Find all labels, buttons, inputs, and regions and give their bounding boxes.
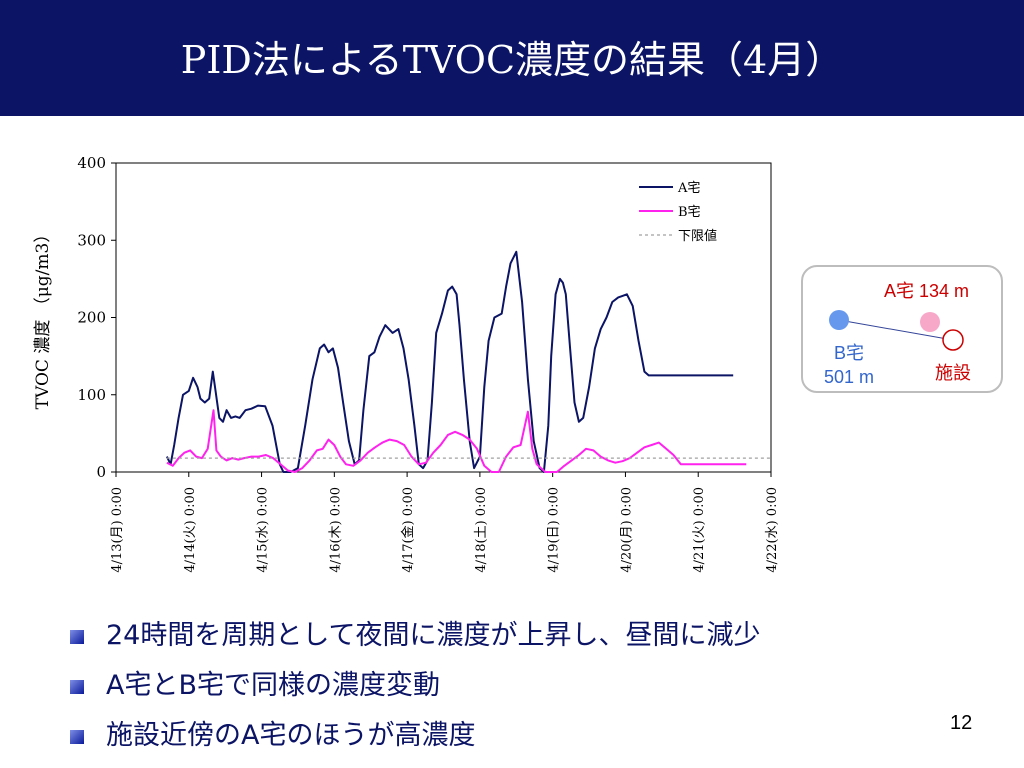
x-tick-label: 4/16(木) 0:00 [328,487,343,573]
house-b-name: B宅 [834,343,864,363]
x-tick-label: 4/13(月) 0:00 [110,487,125,573]
y-tick-label: 200 [77,309,106,327]
tvoc-chart: 0 100 200 300 400 4/13(月) 0:00 4/14(火) 0:00 4/1… [33,154,780,573]
page-number: 12 [950,712,973,734]
distance-line [838,319,954,341]
y-tick-label: 100 [77,386,106,404]
house-b-dot [829,310,849,330]
legend-label: A宅 [677,181,700,196]
bullet-text: A宅とB宅で同様の濃度変動 [106,670,440,701]
bullet-text: 24時間を周期として夜間に濃度が上昇し、昼間に減少 [106,620,761,651]
house-a-dot [920,312,940,332]
bullet-square-icon [70,730,84,744]
y-tick-label: 300 [77,231,106,249]
facility-label: 施設 [935,363,971,383]
x-tick-label: 4/14(火) 0:00 [183,487,198,573]
location-inset: A宅 134 m B宅 501 m 施設 [801,265,1003,393]
x-tick-label: 4/22(水) 0:00 [765,487,780,573]
x-tick-label: 4/17(金) 0:00 [400,487,416,573]
y-tick-label: 400 [77,154,106,172]
location-diagram: A宅 134 m B宅 501 m 施設 [824,281,971,387]
x-tick-label: 4/18(土) 0:00 [474,487,489,573]
series-a-line [165,250,734,473]
x-tick-label: 4/21(火) 0:00 [692,487,707,573]
bullet-square-icon [70,630,84,644]
legend-label: B宅 [678,205,701,220]
y-tick-label: 0 [96,463,106,481]
plot-area [115,162,772,473]
bullet-square-icon [70,680,84,694]
bullet-text: 施設近傍のA宅のほうが高濃度 [106,720,476,751]
slide-header: PID法によるTVOC濃度の結果（4月） [0,0,1024,116]
facility-dot [942,329,964,351]
x-tick-label: 4/15(水) 0:00 [256,487,271,573]
x-tick-label: 4/20(月) 0:00 [619,487,634,573]
slide-title: PID法によるTVOC濃度の結果（4月） [180,38,844,82]
house-a-label: A宅 134 m [884,281,969,301]
x-tick-label: 4/19(日) 0:00 [547,487,562,573]
y-axis-label: TVOC 濃度 （μg/m3） [33,226,53,410]
legend-label: 下限値 [678,228,717,244]
house-b-distance: 501 m [824,367,874,387]
